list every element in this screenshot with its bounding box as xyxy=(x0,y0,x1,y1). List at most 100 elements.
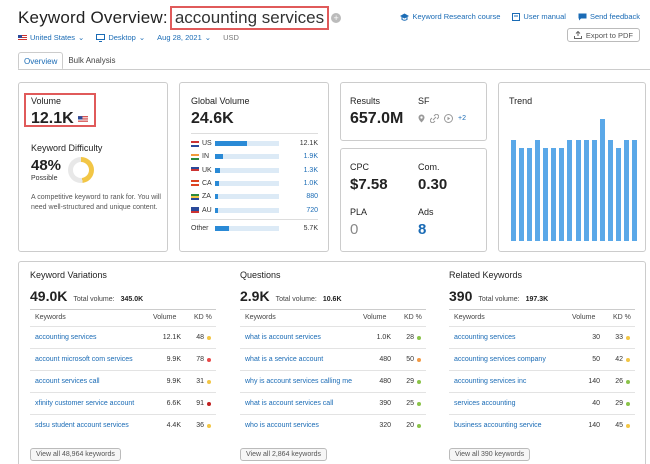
view-all-button[interactable]: View all 390 keywords xyxy=(449,448,531,461)
trend-card: Trend xyxy=(498,82,646,252)
country-volume[interactable]: 880 xyxy=(306,193,318,201)
keyword-volume: 40 xyxy=(592,400,600,407)
country-volume[interactable]: 1.9K xyxy=(303,153,318,161)
kd-value: 29 xyxy=(615,400,623,407)
keyword-link[interactable]: accounting services xyxy=(454,333,516,341)
trend-bar xyxy=(543,148,549,241)
in-flag-icon xyxy=(191,153,199,160)
keyword-link[interactable]: what is account services call xyxy=(245,399,334,407)
view-all-button[interactable]: View all 48,964 keywords xyxy=(30,448,121,461)
sf-label: SF xyxy=(418,96,430,106)
kd-value: 29 xyxy=(406,378,414,385)
tab-bulk-analysis[interactable]: Bulk Analysis xyxy=(68,56,116,65)
export-icon xyxy=(573,31,582,39)
trend-bar xyxy=(527,148,533,241)
kd-indicator xyxy=(207,401,211,406)
ads-value[interactable]: 8 xyxy=(418,221,427,238)
keyword-link[interactable]: accounting services company xyxy=(454,355,546,363)
questions-label: Questions xyxy=(240,270,281,280)
link-icon[interactable] xyxy=(430,114,439,123)
country-select[interactable]: United States ⌄ xyxy=(18,33,84,42)
keyword-link[interactable]: what is account services xyxy=(245,333,321,341)
keyword-link[interactable]: what is a service account xyxy=(245,355,324,363)
divider xyxy=(30,309,216,310)
export-pdf-button[interactable]: Export to PDF xyxy=(566,28,640,42)
volume-bar xyxy=(215,154,279,160)
country-row-uk: UK 1.3K xyxy=(191,165,318,176)
au-flag-icon xyxy=(191,207,199,213)
questions-count[interactable]: 2.9K xyxy=(240,288,270,304)
kd-indicator xyxy=(626,335,630,340)
keyword-kd: 78 xyxy=(181,356,211,363)
volume-bar xyxy=(215,180,279,186)
table-row: what is account services call 390 25 xyxy=(240,392,426,414)
keyword-research-course-link[interactable]: Keyword Research course xyxy=(400,12,500,21)
plus-circle-icon[interactable]: + xyxy=(331,13,342,23)
sf-more-link[interactable]: +2 xyxy=(458,115,466,122)
kd-value: 36 xyxy=(196,422,204,429)
trend-bar xyxy=(511,139,516,241)
filter-bar: United States ⌄ Desktop ⌄ Aug 28, 2021 ⌄… xyxy=(18,33,239,42)
keyword-link[interactable]: business accounting service xyxy=(454,421,542,429)
device-select[interactable]: Desktop ⌄ xyxy=(96,33,145,42)
page-title: Keyword Overview: xyxy=(18,8,168,27)
country-volume[interactable]: 1.0K xyxy=(303,179,318,187)
kd-value: 31 xyxy=(196,378,204,385)
kd-indicator xyxy=(417,379,421,384)
video-icon[interactable] xyxy=(444,114,453,123)
country-volume[interactable]: 720 xyxy=(306,206,318,214)
user-manual-link[interactable]: User manual xyxy=(512,12,566,21)
kd-value: 26 xyxy=(615,378,623,385)
global-volume-label: Global Volume xyxy=(191,96,250,106)
cpc-label: CPC xyxy=(350,162,370,172)
column-volume: Volume xyxy=(363,314,387,321)
send-feedback-link[interactable]: Send feedback xyxy=(578,12,640,21)
trend-bar xyxy=(607,139,613,241)
table-row: accounting services inc 140 26 xyxy=(449,370,635,392)
country-code: AU xyxy=(202,206,212,214)
volume-card: Volume 12.1K Keyword Difficulty 48% Poss… xyxy=(18,82,168,252)
country-row-au: AU 720 xyxy=(191,205,318,216)
us-flag-icon xyxy=(77,115,88,123)
trend-bar xyxy=(551,148,557,241)
keyword-link[interactable]: accounting services inc xyxy=(454,377,527,385)
kd-value: 78 xyxy=(196,356,204,363)
keyword-link[interactable]: account services call xyxy=(35,377,100,385)
keyword-variations-count[interactable]: 49.0K xyxy=(30,288,68,304)
country-volume[interactable]: 1.3K xyxy=(303,166,318,174)
page-title-row: Keyword Overview: accounting services + xyxy=(18,6,342,30)
keyword-link[interactable]: accounting services xyxy=(35,333,97,341)
keyword-link[interactable]: account microsoft com services xyxy=(35,355,133,363)
kd-indicator xyxy=(417,401,421,406)
volume-bar xyxy=(215,207,279,213)
global-volume-card: Global Volume 24.6K US 12.1K IN 1.9K UK 1.3K C… xyxy=(179,82,329,252)
trend-bar xyxy=(575,139,581,241)
keyword-variations-label: Keyword Variations xyxy=(30,270,107,280)
results-card: Results 657.0M SF +2 xyxy=(340,82,487,141)
keyword-link[interactable]: xfinity customer service account xyxy=(35,399,135,407)
volume-bar xyxy=(215,167,279,173)
kd-value: 45 xyxy=(615,422,623,429)
related-keywords-count[interactable]: 390 xyxy=(449,288,473,304)
related-keywords-label: Related Keywords xyxy=(449,270,523,280)
country-row-us: US 12.1K xyxy=(191,138,318,149)
table-row: business accounting service 140 45 xyxy=(449,414,635,436)
kd-value: 48 xyxy=(196,334,204,341)
desktop-icon xyxy=(96,33,106,42)
tab-overview[interactable]: Overview xyxy=(18,52,64,70)
map-pin-icon[interactable] xyxy=(418,114,425,123)
kd-donut-chart xyxy=(68,157,94,183)
keyword-link[interactable]: who is account services xyxy=(245,421,319,429)
related-keywords-summary: 390 Total volume: 197.3K xyxy=(449,288,548,304)
keyword-link[interactable]: services accounting xyxy=(454,399,516,407)
keyword-kd: 48 xyxy=(181,334,211,341)
column-keywords: Keywords xyxy=(245,314,276,321)
column-kd: KD % xyxy=(613,314,631,321)
keyword-volume: 9.9K xyxy=(166,378,181,385)
keyword-link[interactable]: sdsu student account services xyxy=(35,421,129,429)
top-links: Keyword Research course User manual Send… xyxy=(400,12,640,21)
keyword-kd: 33 xyxy=(600,334,630,341)
keyword-link[interactable]: why is account services calling me xyxy=(245,377,352,385)
view-all-button[interactable]: View all 2,864 keywords xyxy=(240,448,327,461)
date-select[interactable]: Aug 28, 2021 ⌄ xyxy=(157,33,212,42)
